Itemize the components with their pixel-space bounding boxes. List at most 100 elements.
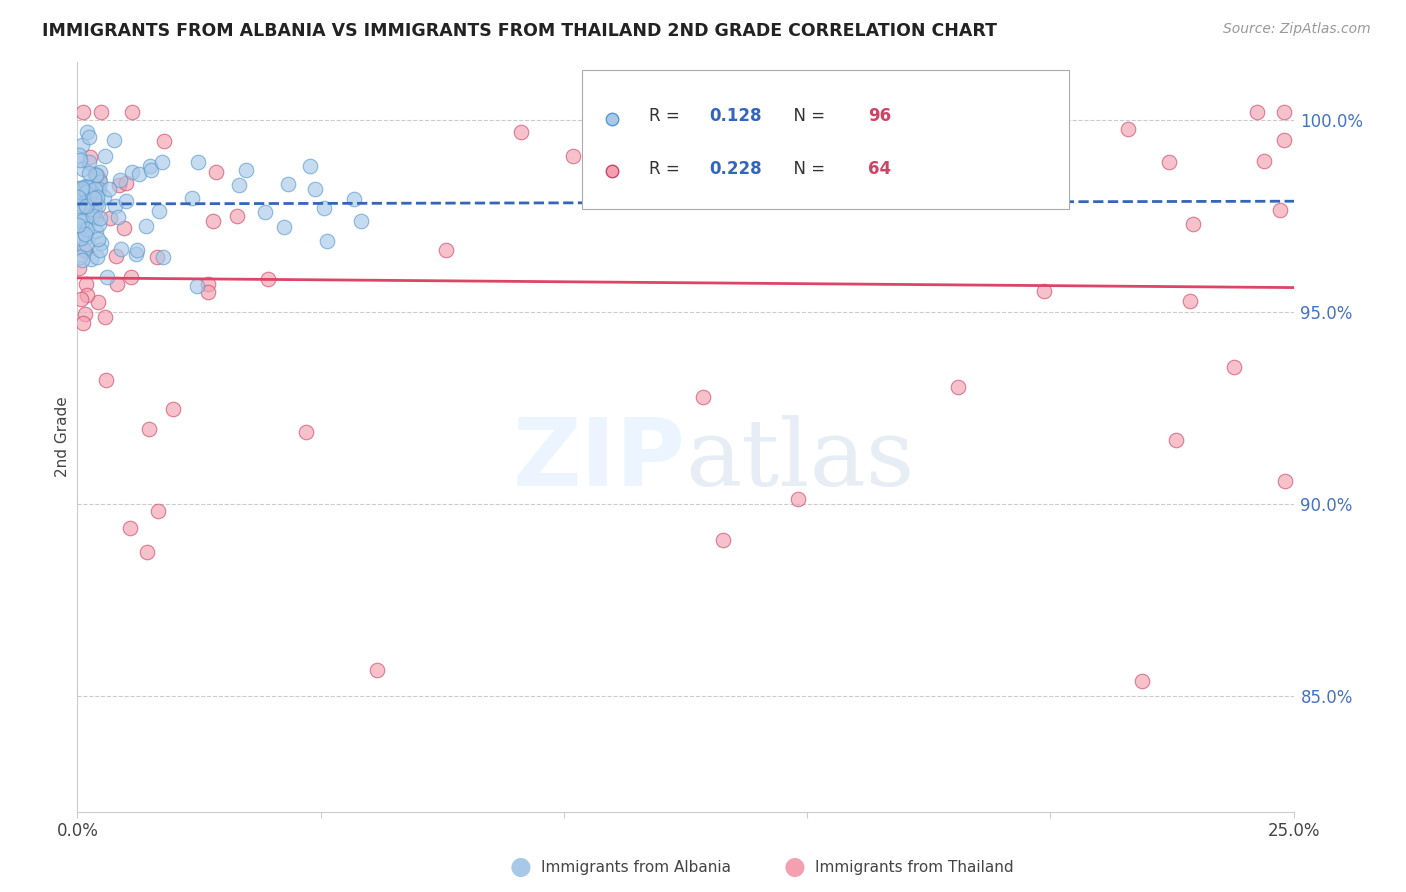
Point	[87, 199, 110, 213]
Point	[67, 190, 90, 204]
Point	[1246, 105, 1268, 120]
Point	[72, 215, 94, 229]
Text: N =: N =	[783, 160, 830, 178]
Point	[125, 243, 148, 257]
Point	[82, 184, 104, 198]
Point	[105, 249, 128, 263]
Point	[115, 177, 138, 191]
Point	[86, 190, 108, 204]
Point	[72, 194, 94, 208]
Point	[135, 545, 157, 559]
Point	[72, 180, 94, 194]
Point	[152, 134, 174, 148]
Point	[148, 204, 170, 219]
Point	[228, 178, 250, 192]
Text: Source: ZipAtlas.com: Source: ZipAtlas.com	[1223, 22, 1371, 37]
Point	[162, 401, 184, 416]
Point	[1181, 217, 1204, 231]
Point	[187, 154, 209, 169]
Point	[1253, 154, 1275, 169]
Point	[1157, 155, 1180, 169]
Point	[70, 229, 93, 244]
Point	[204, 165, 226, 179]
Point	[67, 181, 90, 195]
Point	[67, 148, 90, 162]
Point	[104, 199, 127, 213]
Text: IMMIGRANTS FROM ALBANIA VS IMMIGRANTS FROM THAILAND 2ND GRADE CORRELATION CHART: IMMIGRANTS FROM ALBANIA VS IMMIGRANTS FR…	[42, 22, 997, 40]
Text: 64: 64	[868, 160, 891, 178]
Point	[86, 168, 108, 182]
Point	[1164, 433, 1187, 447]
Point	[643, 139, 665, 153]
Point	[120, 270, 142, 285]
Point	[93, 190, 115, 204]
Point	[1274, 475, 1296, 489]
Point	[94, 373, 117, 387]
Point	[146, 504, 169, 518]
Point	[959, 120, 981, 135]
Point	[948, 380, 970, 394]
Point	[79, 183, 101, 197]
Point	[67, 199, 90, 213]
Point	[69, 153, 91, 167]
Y-axis label: 2nd Grade: 2nd Grade	[55, 397, 70, 477]
Point	[86, 194, 108, 209]
Point	[72, 195, 94, 210]
Point	[87, 232, 110, 246]
Text: 0.228: 0.228	[710, 160, 762, 178]
Point	[67, 218, 90, 232]
Text: N =: N =	[783, 107, 830, 126]
Point	[711, 533, 734, 547]
Point	[226, 209, 249, 223]
Text: ZIP: ZIP	[513, 414, 686, 506]
Point	[69, 251, 91, 265]
Point	[1033, 284, 1056, 298]
Point	[70, 253, 93, 268]
Point	[181, 191, 204, 205]
Point	[90, 235, 112, 250]
Point	[298, 159, 321, 173]
Point	[76, 221, 98, 235]
Point	[80, 252, 103, 266]
Point	[304, 182, 326, 196]
Point	[94, 149, 117, 163]
Point	[152, 250, 174, 264]
Text: R =: R =	[650, 160, 685, 178]
Point	[84, 203, 107, 218]
Point	[84, 168, 107, 182]
Point	[77, 155, 100, 169]
Point	[87, 183, 110, 197]
Point	[434, 243, 457, 257]
Point	[70, 231, 93, 245]
Point	[86, 224, 108, 238]
Point	[787, 491, 810, 506]
Point	[120, 521, 142, 535]
Point	[89, 243, 111, 257]
Point	[561, 148, 583, 162]
Point	[139, 163, 162, 178]
Point	[75, 185, 97, 199]
Point	[84, 167, 107, 181]
Point	[110, 242, 132, 256]
Text: ●: ●	[783, 855, 806, 879]
Point	[1118, 122, 1140, 136]
Point	[1268, 202, 1291, 217]
Point	[75, 277, 97, 292]
Point	[72, 138, 94, 153]
Point	[76, 179, 98, 194]
Point	[692, 390, 714, 404]
Point	[75, 307, 97, 321]
Point	[1222, 360, 1244, 375]
Point	[89, 211, 111, 225]
Point	[112, 220, 135, 235]
Point	[138, 159, 160, 173]
Point	[69, 210, 91, 224]
Point	[146, 250, 169, 264]
Point	[197, 277, 219, 291]
Point	[87, 295, 110, 310]
Point	[89, 182, 111, 196]
Point	[1272, 133, 1295, 147]
Point	[72, 105, 94, 120]
Point	[1130, 673, 1153, 688]
Point	[73, 190, 96, 204]
